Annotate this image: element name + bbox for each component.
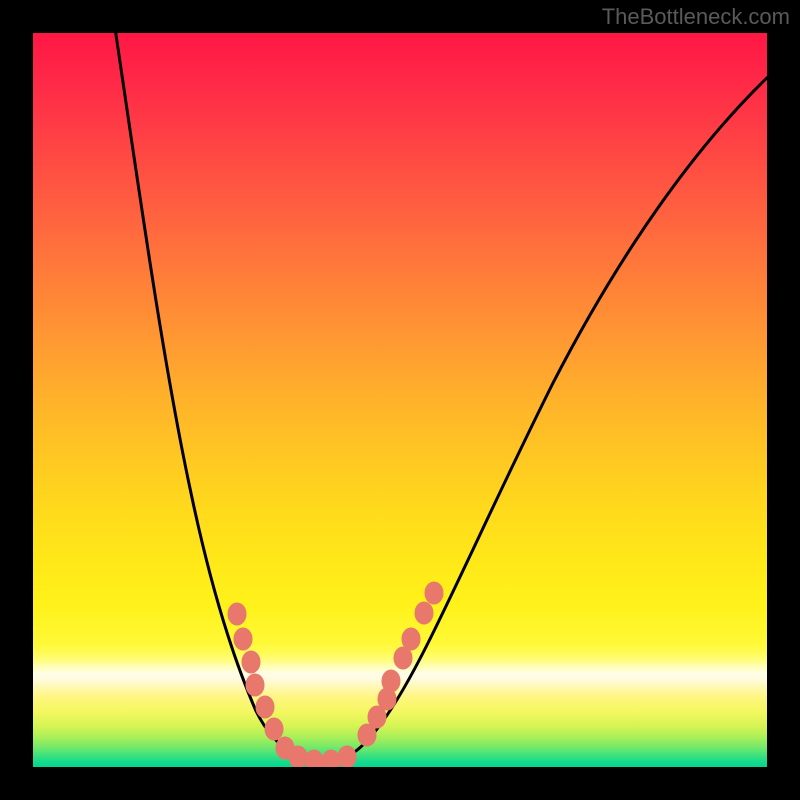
plot-area [33,33,767,767]
curve-marker [338,746,356,767]
v-curve-left [115,33,318,761]
watermark-text: TheBottleneck.com [602,4,790,30]
curve-marker [322,750,340,767]
curve-marker [382,670,400,692]
curve-marker [402,628,420,650]
curve-marker [415,602,433,624]
curve-marker [234,628,252,650]
curve-layer [33,33,767,767]
curve-marker [256,696,274,718]
curve-marker [289,746,307,767]
curve-marker [425,582,443,604]
curve-marker [265,718,283,740]
curve-marker [305,750,323,767]
v-curve-right [318,73,767,761]
curve-marker [228,603,246,625]
curve-marker [246,674,264,696]
curve-marker [242,651,260,673]
